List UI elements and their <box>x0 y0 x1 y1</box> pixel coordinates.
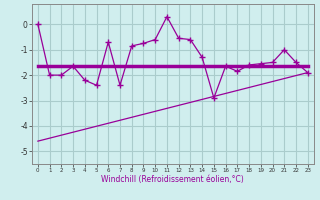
X-axis label: Windchill (Refroidissement éolien,°C): Windchill (Refroidissement éolien,°C) <box>101 175 244 184</box>
